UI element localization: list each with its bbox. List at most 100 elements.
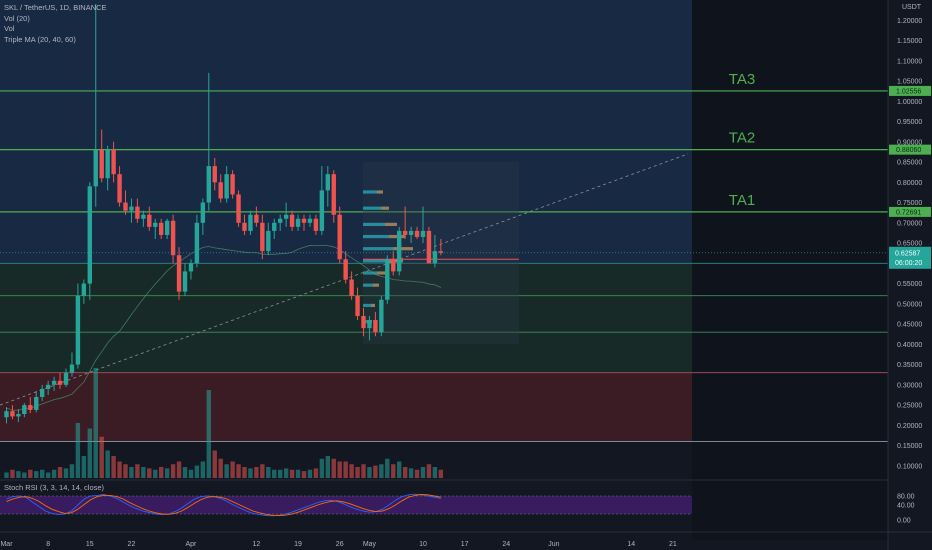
volume-bar	[224, 464, 229, 478]
volume-bar	[236, 464, 241, 478]
candle-body	[426, 230, 432, 264]
candle-body	[420, 230, 426, 237]
volume-bar	[408, 468, 414, 478]
volume-bar	[379, 464, 384, 478]
candle-body	[397, 230, 402, 272]
volume-bar	[337, 461, 342, 478]
volume-bar	[343, 461, 348, 478]
candle-body	[242, 222, 247, 231]
volume-bar	[242, 467, 247, 478]
volume-bar	[289, 469, 295, 478]
volume-profile-buy	[363, 234, 389, 239]
volume-bar	[391, 464, 396, 478]
y-tick-label: 0.20000	[897, 423, 922, 430]
volume-bar	[313, 468, 319, 478]
candle-body	[45, 384, 51, 389]
x-tick-label: Mar	[0, 541, 13, 548]
indicator-vol[interactable]: Vol	[4, 24, 15, 33]
x-tick-label: 22	[128, 541, 136, 548]
x-tick-label: 12	[253, 541, 261, 548]
volume-bar	[301, 471, 307, 478]
y-tick-label: 1.20000	[897, 18, 922, 25]
y-tick-label: 0.45000	[897, 322, 922, 329]
candle-body	[432, 251, 438, 264]
volume-bar	[367, 467, 372, 478]
volume-bar	[99, 436, 104, 478]
volume-bar	[373, 465, 378, 478]
candle-body	[170, 220, 176, 256]
x-tick-label: 15	[86, 541, 94, 548]
volume-bar	[248, 468, 253, 478]
volume-bar	[111, 456, 116, 478]
candle-body	[438, 251, 444, 253]
x-tick-label: 8	[46, 541, 50, 548]
indicator-triple-ma[interactable]: Triple MA (20, 40, 60)	[4, 34, 76, 44]
volume-bar	[385, 458, 390, 478]
volume-bar	[355, 467, 360, 478]
volume-bar	[420, 467, 426, 478]
symbol-title[interactable]: SKL / TetherUS, 1D, BINANCE	[4, 3, 107, 12]
candle-body	[117, 174, 122, 203]
rsi-tick-label: 40.00	[897, 503, 915, 510]
volume-bar	[182, 467, 188, 478]
volume-bar	[325, 456, 330, 478]
y-tick-label: 0.50000	[897, 301, 922, 308]
volume-bar	[51, 469, 57, 478]
volume-bar	[230, 461, 235, 478]
target-label-ta2: TA2	[729, 130, 755, 147]
candle-body	[260, 222, 265, 252]
volume-bar	[34, 471, 39, 478]
candle-body	[22, 405, 27, 414]
volume-bar	[153, 469, 158, 478]
candle-body	[105, 149, 110, 179]
volume-bar	[200, 461, 206, 478]
candle-body	[385, 259, 390, 300]
volume-bar	[361, 464, 366, 478]
x-tick-label: Jun	[548, 541, 559, 548]
chart-legend: SKL / TetherUS, 1D, BINANCE Vol (20) Vol…	[4, 3, 107, 45]
currency-label: USDT	[902, 4, 922, 11]
candle-body	[391, 259, 396, 272]
volume-bar	[28, 469, 33, 478]
volume-profile-buy	[363, 303, 371, 308]
zone-red	[0, 372, 692, 442]
candle-body	[283, 214, 289, 219]
candle-body	[355, 295, 360, 316]
volume-bar	[117, 461, 122, 478]
volume-bar	[206, 390, 211, 478]
indicator-vol20[interactable]: Vol (20)	[4, 13, 30, 23]
candle-body	[63, 372, 69, 385]
volume-bar	[75, 423, 81, 478]
candle-body	[349, 279, 354, 296]
x-tick-label: Apr	[185, 541, 197, 548]
volume-bar	[170, 464, 176, 478]
volume-bar	[349, 464, 354, 478]
rsi-tick-label: 0.00	[897, 518, 911, 525]
candle-body	[81, 283, 87, 296]
candle-body	[414, 230, 420, 237]
x-tick-label: 10	[419, 541, 427, 548]
volume-bar	[16, 471, 21, 478]
volume-bar	[272, 469, 277, 478]
volume-bar	[260, 464, 265, 478]
stoch-rsi-title[interactable]: Stoch RSI (3, 3, 14, 14, close)	[4, 483, 105, 492]
candle-body	[188, 263, 194, 272]
volume-bar	[10, 469, 15, 478]
volume-bar	[218, 458, 223, 478]
candle-body	[153, 222, 158, 227]
candle-body	[367, 320, 372, 329]
volume-profile-sell	[377, 190, 383, 194]
candle-body	[147, 214, 152, 227]
candle-body	[402, 230, 408, 235]
candle-body	[331, 174, 336, 215]
volume-bar	[87, 428, 92, 478]
volume-bar	[414, 469, 420, 478]
candle-body	[361, 315, 366, 329]
x-tick-label: 17	[461, 541, 469, 548]
volume-profile-sell	[371, 303, 375, 308]
y-tick-label: 0.35000	[897, 362, 922, 369]
candle-body	[224, 174, 229, 199]
volume-bar	[81, 456, 87, 478]
candle-body	[307, 218, 313, 223]
